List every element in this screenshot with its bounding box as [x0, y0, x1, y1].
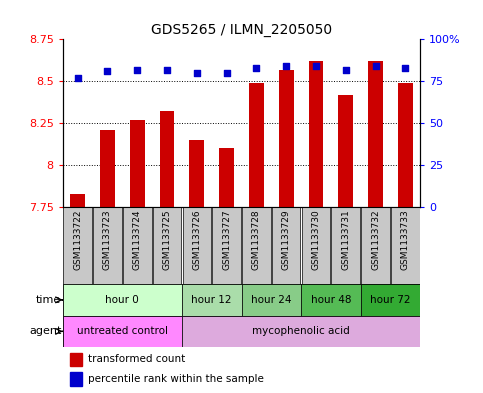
Bar — [70, 353, 83, 366]
Point — [401, 65, 409, 71]
Point — [253, 65, 260, 71]
Bar — [279, 70, 294, 207]
Bar — [183, 207, 211, 284]
Bar — [301, 284, 361, 316]
Bar — [100, 130, 115, 207]
Text: time: time — [36, 295, 61, 305]
Text: hour 0: hour 0 — [105, 295, 139, 305]
Point — [342, 66, 350, 73]
Bar — [189, 140, 204, 207]
Text: agent: agent — [29, 326, 61, 336]
Text: GSM1133726: GSM1133726 — [192, 209, 201, 270]
Text: GSM1133728: GSM1133728 — [252, 209, 261, 270]
Text: GSM1133733: GSM1133733 — [401, 209, 410, 270]
Bar — [182, 316, 420, 347]
Bar — [63, 207, 92, 284]
Bar — [309, 61, 324, 207]
Text: mycophenolic acid: mycophenolic acid — [252, 326, 350, 336]
Text: GSM1133725: GSM1133725 — [163, 209, 171, 270]
Text: GSM1133732: GSM1133732 — [371, 209, 380, 270]
Bar — [70, 372, 83, 386]
Text: GSM1133723: GSM1133723 — [103, 209, 112, 270]
Bar — [249, 83, 264, 207]
Bar — [361, 284, 420, 316]
Point — [163, 66, 171, 73]
Bar — [130, 120, 145, 207]
Bar — [213, 207, 241, 284]
Bar — [70, 194, 85, 207]
Bar — [242, 207, 270, 284]
Point — [223, 70, 230, 76]
Text: GSM1133731: GSM1133731 — [341, 209, 350, 270]
Bar — [361, 207, 390, 284]
Point — [193, 70, 201, 76]
Bar — [63, 284, 182, 316]
Text: GDS5265 / ILMN_2205050: GDS5265 / ILMN_2205050 — [151, 23, 332, 37]
Bar — [368, 61, 383, 207]
Text: transformed count: transformed count — [88, 354, 185, 364]
Bar — [242, 284, 301, 316]
Text: untreated control: untreated control — [77, 326, 168, 336]
Point — [372, 63, 380, 69]
Bar — [219, 149, 234, 207]
Point — [282, 63, 290, 69]
Point — [133, 66, 141, 73]
Bar — [123, 207, 152, 284]
Bar — [391, 207, 420, 284]
Text: GSM1133729: GSM1133729 — [282, 209, 291, 270]
Text: hour 48: hour 48 — [311, 295, 351, 305]
Bar — [398, 83, 413, 207]
Text: GSM1133727: GSM1133727 — [222, 209, 231, 270]
Text: percentile rank within the sample: percentile rank within the sample — [88, 374, 264, 384]
Bar — [159, 112, 174, 207]
Text: GSM1133722: GSM1133722 — [73, 209, 82, 270]
Bar — [331, 207, 360, 284]
Bar — [338, 95, 353, 207]
Text: hour 24: hour 24 — [251, 295, 292, 305]
Bar — [302, 207, 330, 284]
Point — [104, 68, 112, 74]
Bar — [63, 316, 182, 347]
Text: hour 72: hour 72 — [370, 295, 411, 305]
Bar — [182, 284, 242, 316]
Text: hour 12: hour 12 — [191, 295, 232, 305]
Point — [312, 63, 320, 69]
Text: GSM1133724: GSM1133724 — [133, 209, 142, 270]
Bar — [93, 207, 122, 284]
Text: GSM1133730: GSM1133730 — [312, 209, 320, 270]
Bar — [153, 207, 181, 284]
Point — [74, 75, 82, 81]
Bar — [272, 207, 300, 284]
